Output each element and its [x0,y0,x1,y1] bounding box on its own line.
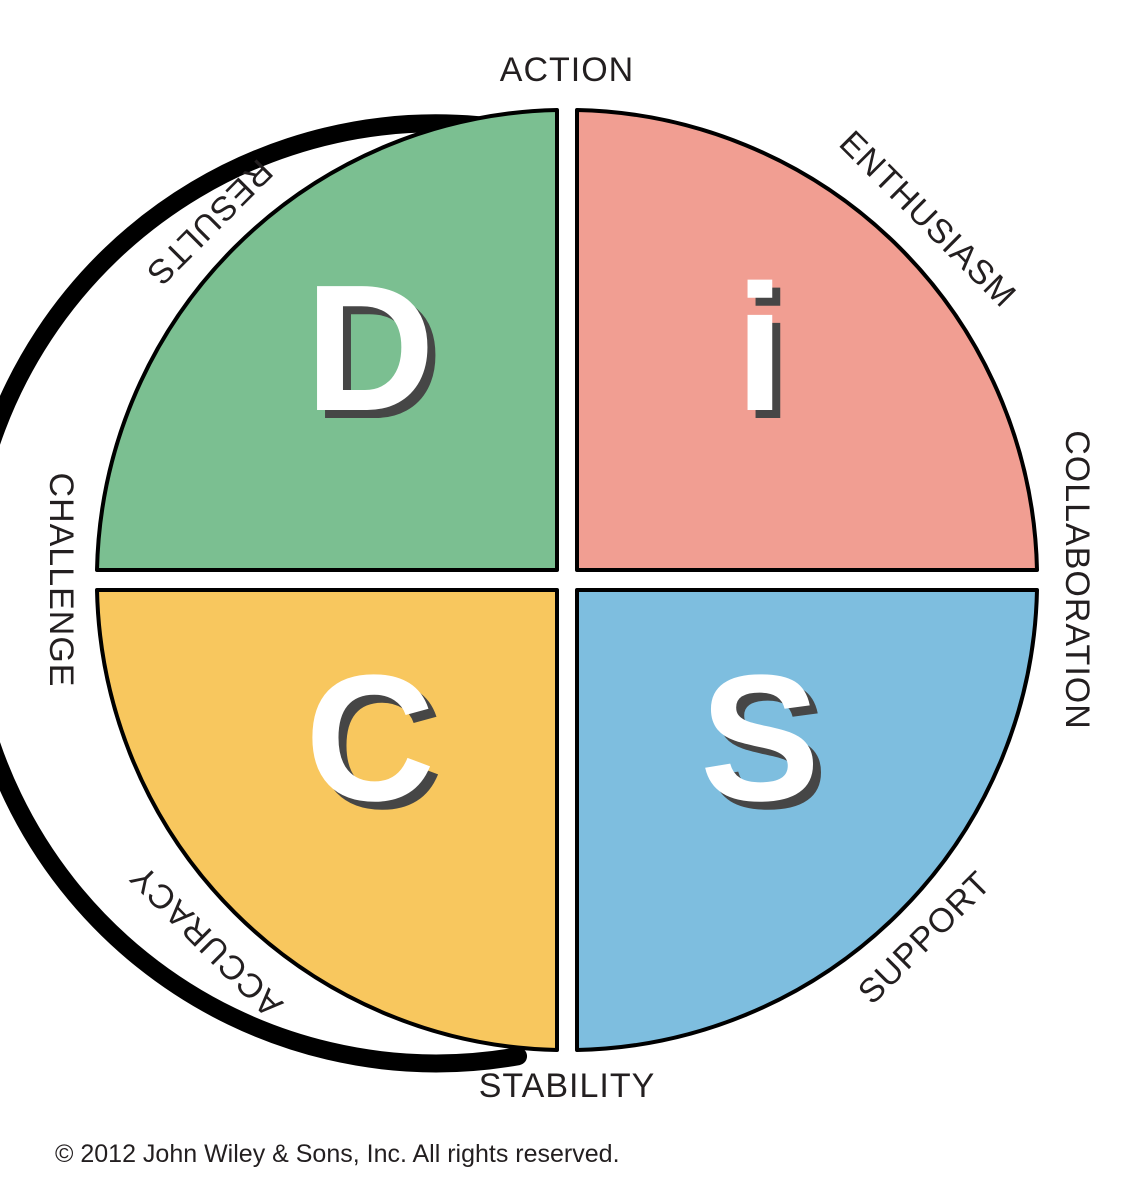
disc-diagram-svg: DDiiCCSSACTIONENTHUSIASMCOLLABORATIONSUP… [0,0,1134,1194]
outer-label-stability: STABILITY [479,1067,656,1105]
outer-label-challenge: CHALLENGE [42,473,80,688]
quadrant-letter-D: D [305,248,435,449]
quadrant-i [577,110,1037,570]
disc-diagram-stage: DDiiCCSSACTIONENTHUSIASMCOLLABORATIONSUP… [0,0,1134,1194]
quadrant-letter-S: S [700,638,820,839]
outer-label-collaboration: COLLABORATION [1058,430,1096,730]
outer-label-action: ACTION [500,51,634,89]
quadrant-letter-C: C [305,638,435,839]
quadrant-letter-i: i [735,248,785,449]
copyright-text: © 2012 John Wiley & Sons, Inc. All right… [55,1140,620,1169]
